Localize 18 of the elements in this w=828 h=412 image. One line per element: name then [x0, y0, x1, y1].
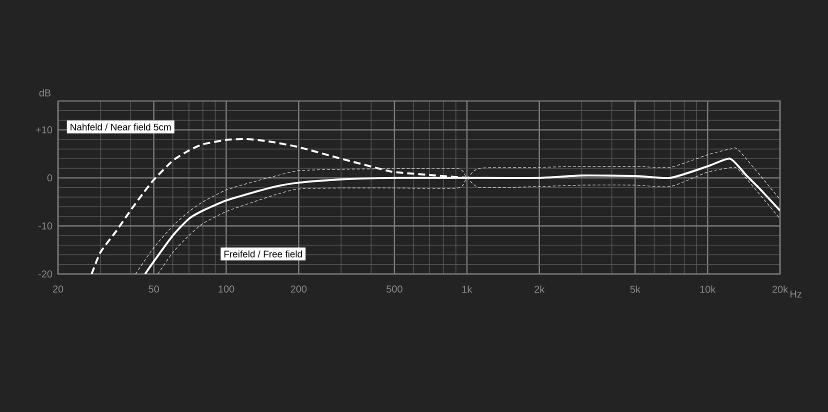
- y-tick-label: -10: [38, 222, 52, 230]
- x-tick-label: 200: [290, 286, 307, 293]
- y-tick-label: -20: [38, 270, 52, 278]
- x-tick-label: 50: [148, 286, 159, 293]
- x-tick-label: 10k: [700, 286, 716, 293]
- x-tick-label: 1k: [462, 286, 472, 293]
- text: Nahfeld / Near field 5cm: [70, 123, 171, 130]
- x-axis-title: Hz: [790, 290, 802, 298]
- x-tick-label: 20k: [772, 286, 788, 293]
- x-tick-label: 5k: [630, 286, 640, 293]
- y-axis-title: dB: [39, 89, 51, 96]
- y-tick-label: +10: [36, 126, 52, 134]
- x-tick-label: 20: [52, 286, 64, 293]
- x-tick-label: 100: [218, 286, 234, 293]
- x-tick-label: 2k: [534, 286, 545, 293]
- x-tick-label: 500: [386, 286, 402, 293]
- text: Freifeld / Free field: [224, 250, 302, 258]
- y-tick-label: 0: [47, 174, 52, 182]
